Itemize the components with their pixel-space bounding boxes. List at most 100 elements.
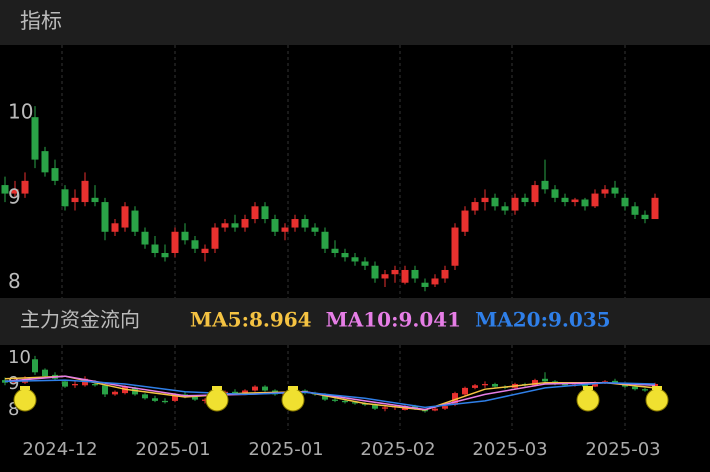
- candle-body: [551, 189, 559, 198]
- candle-body: [321, 231, 329, 249]
- sub-y-tick-label: 10: [8, 347, 31, 368]
- sub-candle-body: [472, 385, 478, 388]
- candle-body: [461, 210, 469, 232]
- sub-candle-body: [382, 407, 388, 409]
- candle-body: [21, 180, 29, 194]
- candle-body: [241, 219, 249, 228]
- candle-body: [421, 282, 429, 287]
- x-tick-label: 2025-02: [360, 439, 435, 460]
- candle-body: [481, 197, 489, 203]
- sub-candle-body: [72, 383, 78, 386]
- candle-body: [281, 227, 289, 232]
- candle-body: [651, 197, 659, 220]
- candle-body: [431, 278, 439, 285]
- candle-body: [451, 227, 459, 266]
- candle-body: [101, 202, 109, 232]
- candle-body: [211, 227, 219, 249]
- x-tick-label: 2025-01: [248, 439, 323, 460]
- candle-body: [581, 199, 589, 207]
- money-bag-knot: [583, 386, 593, 390]
- candle-body: [561, 197, 569, 203]
- candle-body: [251, 206, 259, 220]
- sub-candle-body: [262, 386, 268, 391]
- candle-body: [471, 202, 479, 211]
- candle-body: [601, 189, 609, 194]
- ma-line: [4, 379, 656, 409]
- sub-candle-body: [202, 399, 208, 401]
- candle-body: [621, 197, 629, 207]
- sub-candle-body: [372, 404, 378, 409]
- candle-body: [261, 206, 269, 220]
- money-bag-icon: [576, 388, 600, 412]
- candle-body: [611, 187, 619, 194]
- candle-body: [121, 206, 129, 228]
- sub-candle-body: [532, 380, 538, 386]
- sub-candle-body: [332, 399, 338, 401]
- sub-candle-body: [112, 391, 118, 395]
- sub-candle-body: [92, 383, 98, 386]
- sub-candle-body: [352, 402, 358, 404]
- sub-candle-body: [172, 394, 178, 401]
- sub-y-tick-label: 9: [8, 373, 19, 394]
- legend-entry: MA5:8.964: [190, 308, 312, 332]
- candle-body: [641, 214, 649, 220]
- candle-body: [411, 269, 419, 279]
- money-bag-icon: [281, 388, 305, 412]
- candle-body: [541, 180, 549, 190]
- y-tick-label: 10: [8, 99, 33, 123]
- candle-body: [141, 231, 149, 245]
- sub-candle-body: [252, 386, 258, 391]
- sub-candle-body: [152, 398, 158, 401]
- sub-candle-body: [542, 378, 548, 382]
- sub-candle-body: [492, 383, 498, 387]
- sub-candle-body: [642, 389, 648, 391]
- candle-body: [351, 257, 359, 262]
- candle-body: [61, 189, 69, 207]
- legend-entry: MA20:9.035: [475, 308, 611, 332]
- candle-body: [361, 261, 369, 266]
- sub-candle-body: [102, 385, 108, 395]
- sub-candle-body: [142, 394, 148, 399]
- candle-body: [571, 199, 579, 203]
- legend-entry: MA10:9.041: [326, 308, 462, 332]
- money-bag-knot: [288, 386, 298, 390]
- chart-title: 指标: [20, 9, 62, 33]
- sub-candle-body: [12, 381, 18, 383]
- ma-line: [4, 375, 656, 411]
- candle-body: [91, 197, 99, 203]
- candle-body: [391, 269, 399, 275]
- candle-body: [381, 274, 389, 279]
- sub-candle-body: [442, 406, 448, 409]
- money-bag-icon: [205, 388, 229, 412]
- sub-candle-body: [42, 369, 48, 377]
- sub-candle-body: [192, 396, 198, 400]
- x-tick-label: 2025-01: [135, 439, 210, 460]
- money-bag-knot: [20, 386, 30, 390]
- sub-candle-body: [322, 394, 328, 400]
- candle-body: [231, 223, 239, 228]
- sub-header-bar: [0, 298, 710, 345]
- ma-line: [4, 375, 656, 411]
- candle-body: [111, 223, 119, 232]
- y-tick-label: 9: [8, 184, 21, 208]
- sub-candle-body: [612, 380, 618, 383]
- candle-body: [171, 231, 179, 254]
- sub-candle-body: [432, 408, 438, 411]
- sub-candle-body: [242, 390, 248, 394]
- candle-body: [631, 206, 639, 215]
- candle-body: [341, 253, 349, 258]
- sub-candle-body: [592, 382, 598, 387]
- candle-body: [511, 197, 519, 211]
- candle-body: [51, 168, 59, 181]
- candle-body: [11, 189, 19, 194]
- candle-body: [191, 240, 199, 249]
- sub-candle-body: [232, 391, 238, 394]
- sub-candle-body: [162, 400, 168, 403]
- money-bag-knot: [212, 386, 222, 390]
- x-tick-label: 2025-03: [472, 439, 547, 460]
- sub-candle-body: [462, 387, 468, 395]
- candle-body: [181, 231, 189, 241]
- candle-body: [401, 269, 409, 283]
- sub-title: 主力资金流向: [20, 308, 140, 332]
- sub-candle-body: [582, 384, 588, 387]
